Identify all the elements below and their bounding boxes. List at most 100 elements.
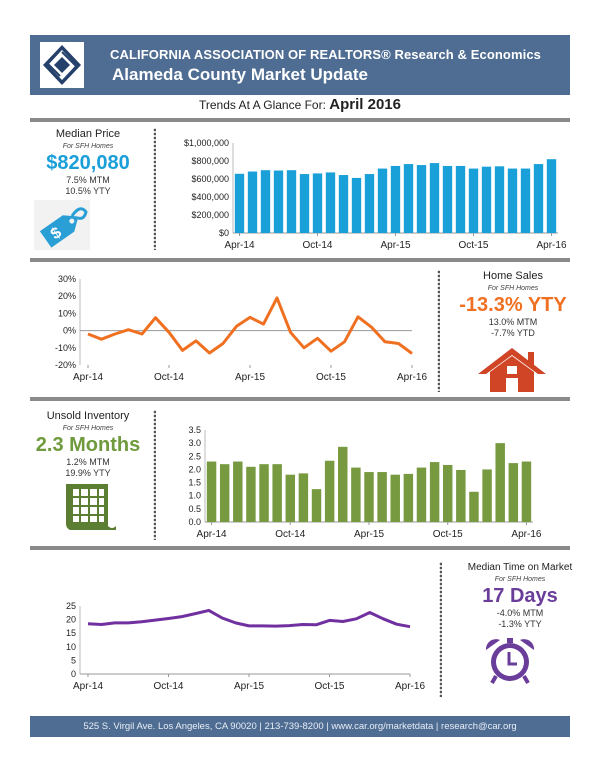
home-sales-panel: Home Sales For SFH Homes -13.3% YTY 13.0… <box>448 270 578 339</box>
x-tick-label: Apr-16 <box>397 372 427 383</box>
bar <box>312 173 323 233</box>
y-tick-label: 5 <box>71 655 76 665</box>
panel-subtitle: For SFH Homes <box>487 285 539 292</box>
y-tick-label: 0% <box>63 326 76 336</box>
bar <box>455 165 466 233</box>
dotted-divider <box>153 128 156 250</box>
bar <box>494 166 505 233</box>
y-tick-label: 1.5 <box>188 478 201 488</box>
y-tick-label: -20% <box>55 360 76 370</box>
inventory-bar-chart: 0.0 0.5 1.0 1.5 2.0 2.5 3.0 3.5 Apr-14 Oct-14 Apr-… <box>188 425 541 540</box>
bar <box>403 164 414 233</box>
bar <box>390 474 400 522</box>
ytd-change: -7.7% YTD <box>491 328 535 338</box>
x-tick-label: Apr-16 <box>511 529 541 540</box>
bar <box>338 175 349 233</box>
y-tick-label: $600,000 <box>191 174 229 184</box>
bar <box>377 168 388 233</box>
x-tick-label: Apr-14 <box>197 529 227 540</box>
mtm-change: 13.0% MTM <box>488 317 538 327</box>
x-tick-label: Oct-15 <box>314 681 344 692</box>
panel-title: Median Time on Market <box>467 562 573 573</box>
bar <box>246 466 256 522</box>
bar <box>206 461 217 522</box>
bar <box>508 463 519 522</box>
bar <box>260 170 271 233</box>
y-tick-label: 10 <box>66 642 76 652</box>
home-sales-line-chart: -20% -10% 0% 10% 20% 30% Apr-14 Oct-14 Apr-15 Oct… <box>55 274 427 383</box>
bar <box>377 472 387 522</box>
calendar-icon <box>62 482 118 537</box>
y-tick-label: 2.0 <box>188 464 201 474</box>
x-tick-label: Apr-15 <box>354 529 384 540</box>
median-price-value: $820,080 <box>46 152 130 174</box>
car-logo-icon <box>40 42 84 88</box>
y-tick-label: 0 <box>71 669 76 679</box>
x-tick-label: Apr-14 <box>224 240 254 251</box>
panel-subtitle: For SFH Homes <box>494 576 546 583</box>
panel-subtitle: For SFH Homes <box>62 425 114 432</box>
bar <box>456 469 466 522</box>
section-divider <box>30 397 570 401</box>
time-on-market-line-chart: 0 5 10 15 20 25 Apr-14 Oct-14 Apr-15 Oct-15 Apr-16 <box>66 601 425 692</box>
bar <box>351 467 361 522</box>
org-name: CALIFORNIA ASSOCIATION OF REALTORS® Rese… <box>110 47 541 62</box>
x-tick-label: Apr-14 <box>73 681 103 692</box>
time-on-market-value: 17 Days <box>482 585 558 607</box>
x-tick-label: Apr-15 <box>235 372 265 383</box>
x-tick-label: Oct-14 <box>275 529 305 540</box>
series-line <box>87 608 411 629</box>
y-tick-label: 10% <box>58 308 76 318</box>
y-tick-label: 30% <box>58 274 76 284</box>
subtitle-period: April 2016 <box>329 96 401 113</box>
report-title: Alameda County Market Update <box>112 65 368 84</box>
bar <box>286 170 297 233</box>
y-tick-label: 20% <box>58 291 76 301</box>
bar <box>324 460 335 522</box>
y-tick-label: 0.5 <box>188 504 201 514</box>
x-tick-label: Apr-16 <box>395 681 425 692</box>
bar <box>442 464 453 522</box>
bar <box>495 443 505 522</box>
house-icon <box>476 346 548 397</box>
y-tick-label: 1.0 <box>188 491 201 501</box>
panel-title: Median Price <box>55 128 121 140</box>
bar <box>272 464 282 522</box>
y-tick-label: -10% <box>55 343 76 353</box>
bar <box>234 173 245 233</box>
mtm-change: -4.0% MTM <box>496 608 544 618</box>
bar <box>364 174 375 233</box>
bar <box>546 159 557 233</box>
price-tag-icon: $ <box>34 200 90 250</box>
panel-subtitle: For SFH Homes <box>62 143 114 150</box>
y-tick-label: 2.5 <box>188 451 201 461</box>
panel-title: Unsold Inventory <box>46 410 130 422</box>
alarm-clock-icon <box>480 636 540 691</box>
y-tick-label: 3.5 <box>188 425 201 435</box>
bar <box>298 473 309 522</box>
dotted-divider <box>439 562 442 697</box>
yty-change: -1.3% YTY <box>498 619 542 629</box>
bar <box>299 174 310 233</box>
bar <box>351 177 362 233</box>
series-line <box>87 296 413 355</box>
section-divider <box>30 546 570 550</box>
y-tick-label: $200,000 <box>191 210 229 220</box>
x-tick-label: Apr-15 <box>380 240 410 251</box>
y-tick-label: $0 <box>219 228 229 238</box>
x-tick-label: Oct-15 <box>433 529 463 540</box>
report-subtitle: Trends At A Glance For: April 2016 <box>0 96 600 113</box>
mtm-change: 1.2% MTM <box>66 457 110 467</box>
x-tick-label: Oct-14 <box>153 681 183 692</box>
y-tick-label: $400,000 <box>191 192 229 202</box>
bar <box>338 446 348 522</box>
x-tick-label: Apr-14 <box>73 372 103 383</box>
bar <box>273 170 284 233</box>
bar <box>259 464 269 522</box>
inventory-panel: Unsold Inventory For SFH Homes 2.3 Month… <box>28 410 148 479</box>
bar <box>481 166 492 233</box>
bar <box>429 163 440 233</box>
median-price-bar-chart: $0 $200,000 $400,000 $600,000 $800,000 $1,000… <box>184 138 567 251</box>
bar <box>416 467 427 522</box>
yty-change: 10.5% YTY <box>65 186 111 196</box>
